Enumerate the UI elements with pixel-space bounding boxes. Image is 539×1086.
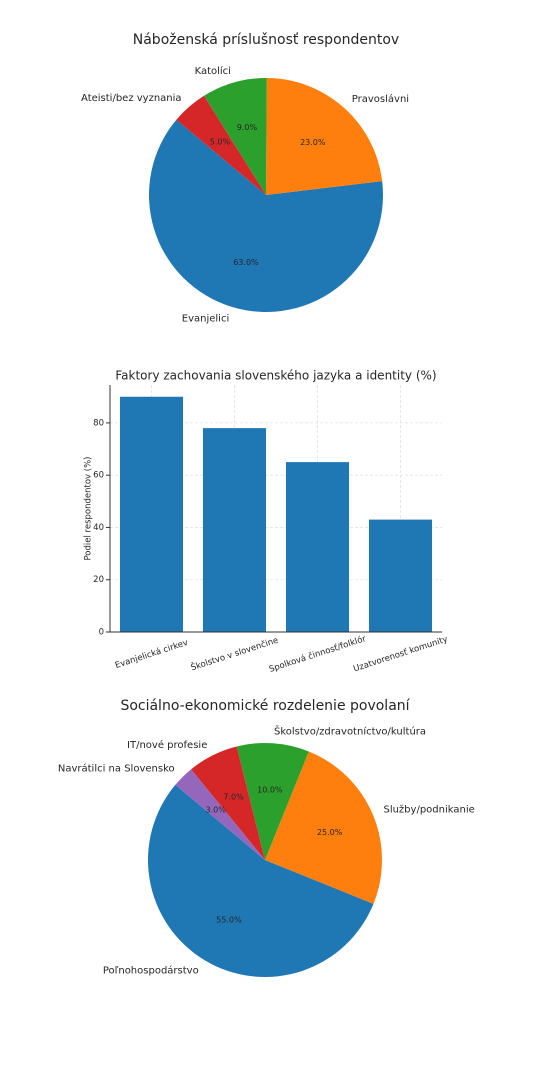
- slice-value-label: 3.0%: [206, 806, 227, 815]
- x-tick-label: Školstvo v slovenčine: [189, 634, 280, 674]
- bar: [119, 396, 184, 632]
- slice-label: Katolíci: [195, 65, 231, 77]
- pie-slice: [265, 751, 382, 904]
- slice-value-label: 5.0%: [210, 138, 231, 147]
- bar: [202, 428, 267, 632]
- pie-slice: [203, 78, 267, 195]
- chart-title: Sociálno-ekonomické rozdelenie povolaní: [120, 698, 410, 714]
- slice-value-label: 9.0%: [237, 123, 258, 132]
- x-tick-label: Uzatvorenosť komunity: [352, 634, 449, 674]
- slice-label: IT/nové profesie: [127, 739, 207, 751]
- y-tick-label: 40: [93, 523, 104, 533]
- slice-value-label: 10.0%: [257, 785, 283, 794]
- slice-label: Služby/podnikanie: [383, 804, 474, 816]
- pie-slice: [191, 746, 265, 860]
- pie-slice: [149, 119, 384, 312]
- pie-slice: [148, 784, 374, 977]
- slice-value-label: 7.0%: [223, 793, 244, 802]
- slice-value-label: 23.0%: [300, 138, 326, 147]
- y-tick-label: 0: [99, 628, 104, 638]
- slice-label: Ateisti/bez vyznania: [81, 93, 182, 104]
- y-tick-label: 80: [93, 418, 104, 428]
- slice-label: Pravoslávni: [352, 93, 409, 105]
- bar: [285, 462, 350, 632]
- slice-value-label: 63.0%: [233, 258, 259, 267]
- y-tick-label: 20: [93, 575, 104, 585]
- slice-label: Poľnohospodárstvo: [103, 964, 199, 976]
- pie-slice: [236, 743, 309, 860]
- y-tick-label: 60: [93, 471, 104, 481]
- pie-slice: [266, 78, 383, 195]
- pie-slice: [175, 769, 265, 860]
- slice-label: Evanjelici: [182, 313, 229, 324]
- x-tick-label: Evanjelická cirkev: [114, 638, 189, 671]
- slice-value-label: 55.0%: [216, 916, 242, 925]
- bar: [368, 519, 433, 632]
- pie-slice: [176, 95, 266, 195]
- y-axis-label: Podiel respondentov (%): [84, 456, 94, 560]
- slice-value-label: 25.0%: [317, 828, 343, 837]
- slice-label: Navrátilci na Slovensko: [58, 762, 175, 774]
- chart-title: Faktory zachovania slovenského jazyka a …: [115, 369, 436, 383]
- slice-label: Školstvo/zdravotníctvo/kultúra: [274, 725, 426, 738]
- chart-title: Náboženská príslušnosť respondentov: [133, 32, 399, 48]
